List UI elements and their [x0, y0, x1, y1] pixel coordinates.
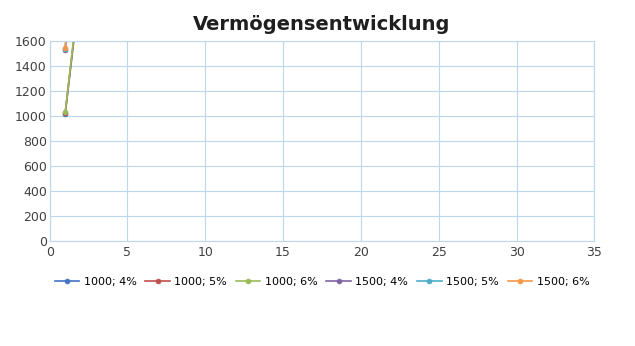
1000; 4% — [62, 111, 69, 116]
Line: 1000; 6%: 1000; 6% — [63, 0, 519, 115]
1000; 5% — [62, 111, 69, 115]
Line: 1000; 4%: 1000; 4% — [63, 0, 519, 116]
Line: 1000; 5%: 1000; 5% — [63, 0, 519, 116]
1500; 4% — [62, 48, 69, 52]
1000; 6% — [62, 110, 69, 115]
Legend: 1000; 4%, 1000; 5%, 1000; 6%, 1500; 4%, 1500; 5%, 1500; 6%: 1000; 4%, 1000; 5%, 1000; 6%, 1500; 4%, … — [50, 272, 594, 291]
1500; 5% — [62, 47, 69, 51]
Line: 1500; 4%: 1500; 4% — [63, 0, 519, 53]
Title: Vermögensentwicklung: Vermögensentwicklung — [193, 15, 451, 34]
Line: 1500; 6%: 1500; 6% — [63, 0, 519, 51]
1500; 6% — [62, 46, 69, 51]
Line: 1500; 5%: 1500; 5% — [63, 0, 519, 52]
